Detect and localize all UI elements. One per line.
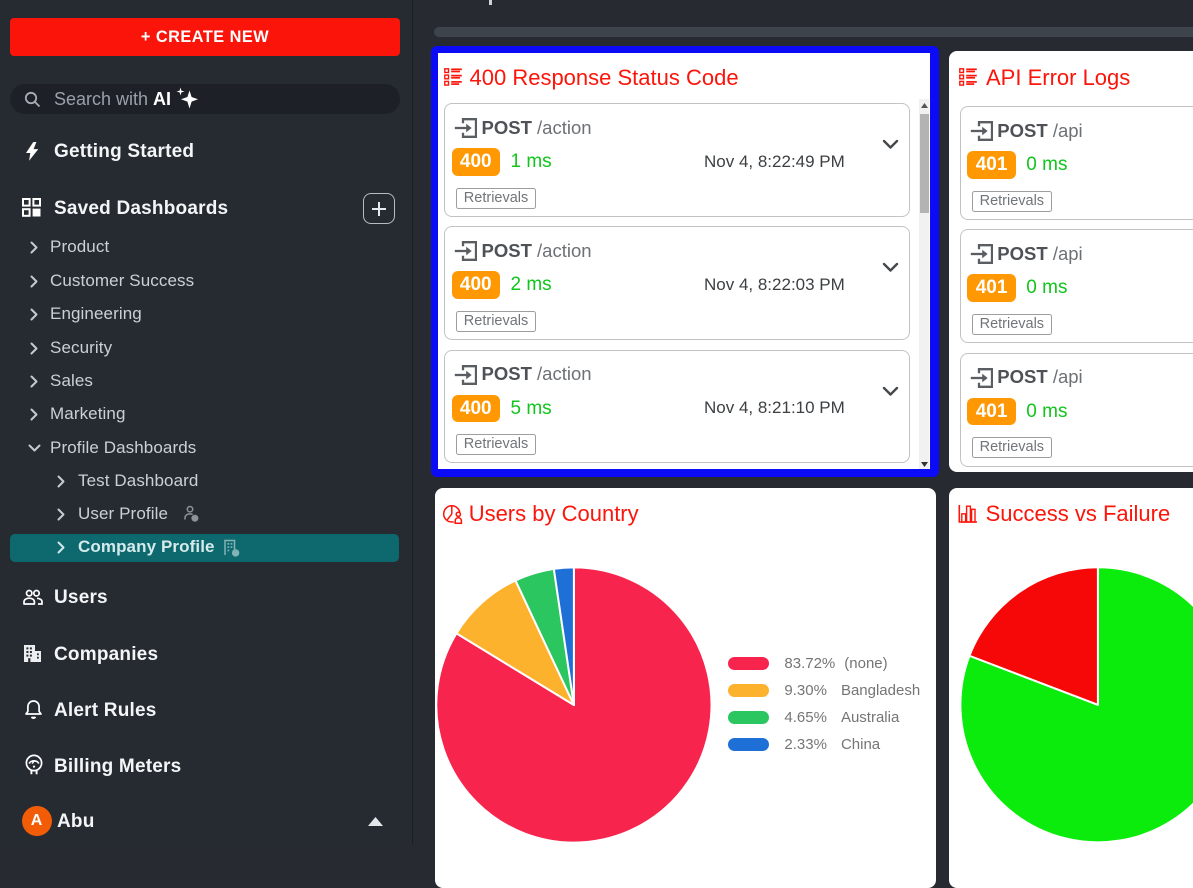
svg-text:i: i — [194, 516, 196, 522]
svg-text:i: i — [235, 550, 237, 557]
